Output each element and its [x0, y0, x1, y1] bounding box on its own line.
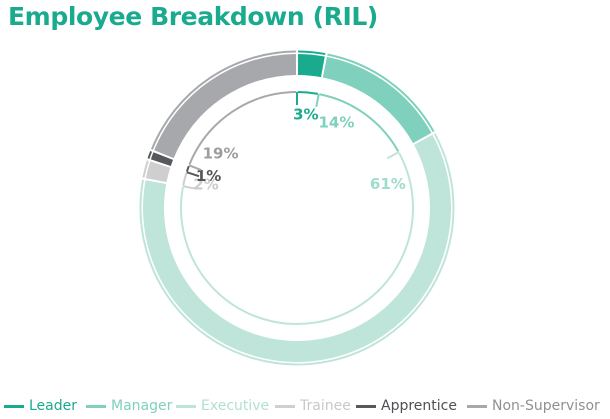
page-title: Employee Breakdown (RIL) [8, 2, 378, 31]
donut-slice-trainee [145, 161, 171, 183]
legend-swatch [4, 404, 24, 408]
inner-ring-manager [319, 93, 400, 152]
inner-ring-apprentice [185, 165, 190, 172]
outer-ring-trainee [142, 160, 149, 178]
donut-slice-non-supervisor [154, 54, 297, 159]
legend-item-non-supervisor[interactable]: Non-Supervisor [467, 398, 600, 414]
outer-ring-executive [139, 133, 455, 366]
inner-ring-executive [180, 152, 414, 325]
tick-apprentice [186, 171, 200, 178]
legend: Leader Manager Executive Trainee Apprent… [0, 398, 610, 416]
legend-label: Apprentice [381, 398, 457, 414]
data-label-leader: 3% [293, 105, 318, 123]
donut-slice-leader [297, 54, 325, 78]
outer-ring-apprentice [147, 151, 153, 159]
tick-non-supervisor [188, 164, 202, 172]
tick-manager [315, 93, 320, 108]
legend-label: Non-Supervisor [492, 398, 600, 414]
donut-slice-executive [143, 134, 451, 363]
legend-swatch [86, 404, 106, 408]
inner-ring-non-supervisor [188, 91, 297, 165]
legend-label: Trainee [300, 398, 351, 414]
legend-swatch [356, 404, 376, 408]
legend-swatch [467, 404, 487, 408]
legend-label: Manager [111, 398, 173, 414]
inner-ring-leader [297, 91, 319, 95]
legend-swatch [176, 404, 196, 408]
legend-label: Executive [201, 398, 270, 414]
legend-item-executive[interactable]: Executive [176, 398, 269, 414]
inner-ring-trainee [182, 172, 188, 186]
data-label-trainee: 2% [193, 176, 218, 194]
data-label-apprentice: 1% [196, 167, 221, 185]
donut-slice-apprentice [150, 152, 174, 167]
outer-ring-non-supervisor [150, 50, 296, 150]
legend-item-leader[interactable]: Leader [4, 398, 77, 414]
legend-item-trainee[interactable]: Trainee [275, 398, 351, 414]
legend-item-apprentice[interactable]: Apprentice [356, 398, 457, 414]
outer-ring-manager [327, 53, 435, 133]
legend-label: Leader [29, 398, 78, 414]
legend-item-manager[interactable]: Manager [86, 398, 172, 414]
tick-trainee [182, 185, 197, 190]
legend-swatch [275, 404, 295, 408]
tick-executive [386, 151, 400, 160]
donut-slice-manager [322, 56, 432, 144]
data-label-manager: 14% [318, 114, 354, 132]
data-label-executive: 61% [370, 175, 406, 193]
outer-ring-leader [298, 50, 326, 56]
data-label-non-supervisor: 19% [203, 144, 239, 162]
